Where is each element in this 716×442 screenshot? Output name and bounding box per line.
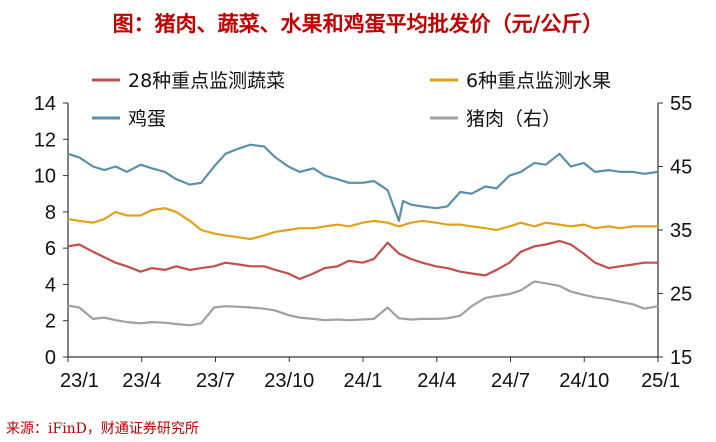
series-line-1 <box>67 207 658 241</box>
series-line-2 <box>67 143 659 222</box>
axes: 0 2 4 6 8 10 12 14 15 25 35 45 55 23/1 23/4 23/7 23/10 24… <box>34 93 693 392</box>
x-tick-label: 25/1 <box>641 370 680 392</box>
series-layer <box>67 143 659 327</box>
legend-label-3: 猪肉（右） <box>466 108 561 130</box>
left-tick-label: 0 <box>45 347 56 369</box>
series-line-0 <box>67 239 658 281</box>
x-tick-label: 24/1 <box>344 370 383 392</box>
x-tick-label: 23/7 <box>196 370 235 392</box>
x-tick-label: 23/4 <box>122 370 161 392</box>
x-tick-label: 24/4 <box>417 370 456 392</box>
left-tick-label: 14 <box>34 93 56 115</box>
left-tick-label: 10 <box>34 166 56 188</box>
legend-label-2: 鸡蛋 <box>128 108 166 130</box>
x-tick-label: 24/10 <box>559 370 609 392</box>
left-tick-label: 6 <box>45 238 56 260</box>
right-tick-label: 45 <box>670 157 692 179</box>
legend-label-0: 28种重点监测蔬菜 <box>128 70 285 92</box>
left-tick-label: 8 <box>45 202 56 224</box>
x-tick-label: 23/1 <box>60 370 99 392</box>
source-note: 来源：iFinD，财通证券研究所 <box>6 421 199 437</box>
x-tick-label: 23/10 <box>264 370 314 392</box>
legend-label-1: 6种重点监测水果 <box>466 70 611 92</box>
left-tick-label: 2 <box>45 311 56 333</box>
chart-title: 图：猪肉、蔬菜、水果和鸡蛋平均批发价（元/公斤） <box>112 12 604 36</box>
right-tick-label: 35 <box>670 220 692 242</box>
right-tick-label: 55 <box>670 93 692 115</box>
right-tick-label: 25 <box>670 284 692 306</box>
x-tick-label: 24/7 <box>491 370 530 392</box>
left-tick-label: 4 <box>45 274 56 296</box>
left-tick-label: 12 <box>34 129 56 151</box>
right-tick-label: 15 <box>670 347 692 369</box>
series-line-3 <box>67 280 659 327</box>
